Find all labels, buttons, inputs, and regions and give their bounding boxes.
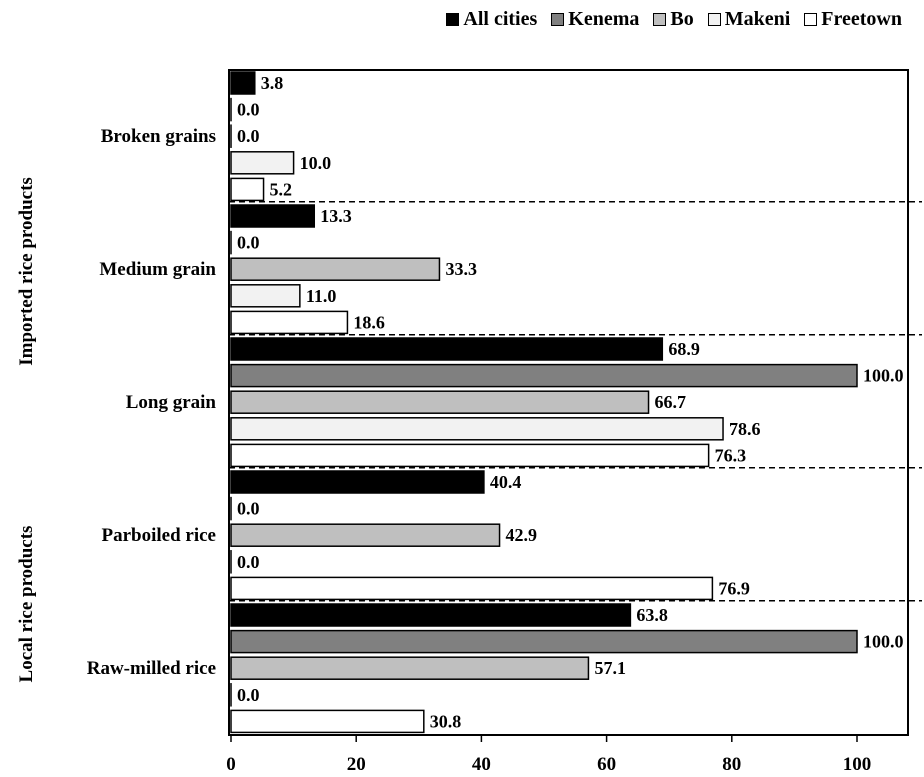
data-label: 66.7 bbox=[655, 392, 687, 412]
legend-label: Makeni bbox=[724, 8, 791, 30]
bar-makeni-medium-grain bbox=[230, 284, 301, 308]
category-label: Long grain bbox=[126, 392, 217, 413]
bar-freetown-parboiled-rice bbox=[230, 576, 714, 601]
bar-makeni-long-grain bbox=[230, 417, 724, 441]
data-label: 57.1 bbox=[594, 658, 626, 678]
data-label: 42.9 bbox=[506, 525, 537, 545]
legend-label: Freetown bbox=[821, 8, 902, 30]
bar-kenema-long-grain bbox=[230, 363, 858, 388]
legend-label: Bo bbox=[670, 8, 694, 30]
data-label: 30.8 bbox=[430, 711, 462, 731]
data-label: 78.6 bbox=[729, 419, 761, 439]
data-label: 0.0 bbox=[237, 100, 260, 120]
legend-item: Kenema bbox=[551, 8, 639, 31]
data-label: 18.6 bbox=[353, 312, 385, 332]
data-label: 10.0 bbox=[300, 153, 332, 173]
legend-item: Freetown bbox=[804, 8, 902, 31]
bar-makeni-broken-grains bbox=[230, 151, 295, 175]
bar-all-cities-raw-milled-rice bbox=[230, 603, 632, 627]
bar-freetown-long-grain bbox=[230, 443, 710, 468]
bar-bo-long-grain bbox=[230, 390, 650, 414]
data-label: 33.3 bbox=[445, 259, 477, 279]
data-label: 0.0 bbox=[237, 233, 260, 253]
legend-swatch bbox=[653, 13, 667, 26]
x-tick-label: 0 bbox=[226, 754, 236, 775]
chart-legend: All cities Kenema Bo Makeni Freetown bbox=[446, 8, 902, 31]
data-label: 11.0 bbox=[306, 286, 337, 306]
group-label: Local rice products bbox=[16, 526, 37, 683]
legend-item: All cities bbox=[446, 8, 537, 31]
legend-label: Kenema bbox=[568, 8, 640, 30]
bar-bo-raw-milled-rice bbox=[230, 656, 590, 680]
x-tick-label: 80 bbox=[722, 754, 741, 775]
data-label: 3.8 bbox=[261, 73, 284, 93]
group-label: Imported rice products bbox=[16, 177, 37, 366]
data-label: 0.0 bbox=[237, 499, 260, 519]
bar-all-cities-broken-grains bbox=[230, 71, 256, 95]
category-label: Parboiled rice bbox=[102, 525, 217, 546]
data-label: 76.9 bbox=[718, 578, 750, 598]
x-tick-label: 20 bbox=[347, 754, 366, 775]
data-label: 5.2 bbox=[270, 179, 293, 199]
data-label: 0.0 bbox=[237, 685, 260, 705]
x-tick-label: 100 bbox=[843, 754, 872, 775]
data-label: 13.3 bbox=[320, 206, 352, 226]
bar-bo-parboiled-rice bbox=[230, 523, 501, 547]
data-label: 40.4 bbox=[490, 472, 522, 492]
legend-swatch bbox=[551, 13, 565, 26]
data-label: 100.0 bbox=[863, 632, 904, 652]
legend-item: Makeni bbox=[707, 8, 791, 31]
bar-all-cities-parboiled-rice bbox=[230, 470, 485, 494]
legend-label: All cities bbox=[463, 8, 538, 30]
bar-all-cities-long-grain bbox=[230, 337, 664, 361]
data-label: 100.0 bbox=[863, 366, 904, 386]
data-label: 0.0 bbox=[237, 552, 260, 572]
legend-swatch bbox=[446, 13, 460, 26]
bar-freetown-raw-milled-rice bbox=[230, 709, 425, 734]
data-label: 0.0 bbox=[237, 126, 260, 146]
bar-all-cities-medium-grain bbox=[230, 204, 316, 228]
legend-swatch bbox=[804, 13, 818, 26]
bar-bo-medium-grain bbox=[230, 257, 441, 281]
data-label: 68.9 bbox=[668, 339, 700, 359]
bar-freetown-medium-grain bbox=[230, 310, 349, 335]
data-label: 76.3 bbox=[715, 445, 747, 465]
category-label: Broken grains bbox=[101, 126, 216, 147]
data-label: 63.8 bbox=[636, 605, 668, 625]
legend-item: Bo bbox=[653, 8, 694, 31]
x-tick-label: 60 bbox=[597, 754, 616, 775]
plot-frame bbox=[228, 69, 909, 736]
legend-swatch bbox=[707, 13, 721, 26]
bar-kenema-raw-milled-rice bbox=[230, 629, 858, 654]
bar-freetown-broken-grains bbox=[230, 177, 265, 202]
category-label: Raw-milled rice bbox=[87, 658, 216, 679]
x-tick-label: 40 bbox=[472, 754, 491, 775]
category-label: Medium grain bbox=[99, 259, 216, 280]
